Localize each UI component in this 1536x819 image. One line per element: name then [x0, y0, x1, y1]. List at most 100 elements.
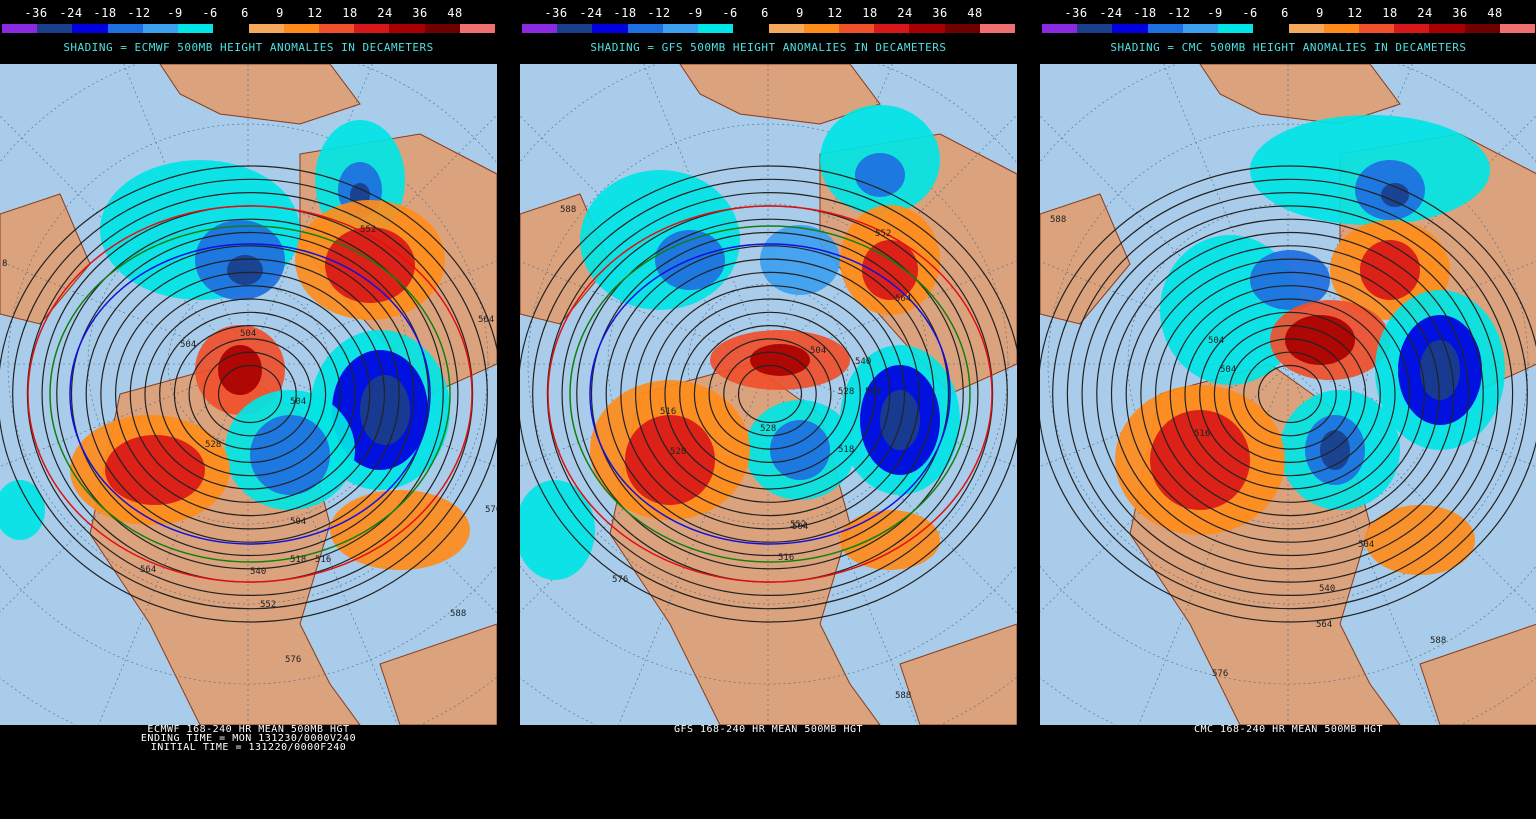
height-contour — [70, 231, 430, 557]
land-mass — [679, 64, 881, 125]
scale-label: -18 — [93, 6, 117, 20]
height-anomaly-shading — [1365, 505, 1475, 575]
graticule-parallel — [7, 123, 489, 605]
height-contour — [1243, 351, 1337, 437]
colorbar-swatch — [1429, 24, 1465, 33]
contour-label: 504 — [240, 329, 256, 339]
contour-label: 504 — [1358, 540, 1374, 550]
height-contour — [635, 271, 905, 517]
contour-label: 564 — [140, 565, 156, 575]
anomaly-colorbar — [522, 24, 1016, 33]
height-anomaly-shading — [227, 255, 263, 285]
height-contour — [576, 218, 964, 570]
scale-label: 18 — [862, 6, 878, 20]
height-anomaly-shading — [1250, 250, 1330, 310]
panel-footer: GFS 168-240 HR MEAN 500MB HGT — [520, 725, 1017, 819]
anomaly-scale-labels: -36 -24 -18 -12 -9 -6 6 9 12 18 24 36 48 — [520, 6, 1017, 20]
contour-label: 504 — [290, 517, 306, 527]
colorbar-swatch — [1288, 24, 1324, 33]
colorbar-swatch — [979, 24, 1016, 33]
contour-label: 588 — [560, 205, 576, 215]
colorbar-swatch — [874, 24, 910, 33]
colorbar-swatch — [1077, 24, 1113, 33]
height-anomaly-shading — [625, 415, 715, 505]
contour-label: 516 — [660, 407, 676, 417]
scale-label: 24 — [1417, 6, 1433, 20]
height-contour — [664, 298, 876, 490]
scale-label: 6 — [761, 6, 769, 20]
colorbar-swatch — [2, 24, 38, 33]
contour-label: 588 — [450, 609, 466, 619]
panel-footer: CMC 168-240 HR MEAN 500MB HGT — [1040, 725, 1536, 819]
height-anomaly-shading — [840, 510, 940, 570]
colorbar-swatch — [944, 24, 980, 33]
colorbar-swatch — [354, 24, 390, 33]
colorbar-swatch — [1218, 24, 1254, 33]
scale-label: 6 — [241, 6, 249, 20]
contour-576 — [547, 205, 993, 583]
height-contour — [129, 285, 371, 503]
colorbar-swatch — [1499, 24, 1536, 33]
scale-label: 9 — [276, 6, 284, 20]
scale-label: -6 — [1242, 6, 1258, 20]
contour-label: 552 — [875, 229, 891, 239]
contour-label: 540 — [855, 357, 871, 367]
colorbar-swatch — [424, 24, 460, 33]
ecmwf-panel: -36 -24 -18 -12 -9 -6 6 9 12 18 24 36 48 SHADING = E… — [0, 0, 497, 819]
height-contour — [1199, 311, 1381, 477]
height-contour — [532, 178, 1008, 610]
scale-label: 36 — [932, 6, 948, 20]
colorbar-swatch — [248, 24, 284, 33]
contour-label: 588 — [1430, 636, 1446, 646]
colorbar-swatch — [142, 24, 179, 33]
height-contour — [1257, 364, 1323, 424]
shading-title: SHADING = GFS 500MB HEIGHT ANOMALIES IN … — [590, 41, 947, 54]
contour-label: 504 — [792, 522, 808, 532]
height-contour — [737, 364, 803, 424]
contour-label: 564 — [478, 315, 494, 325]
scale-label: -9 — [1207, 6, 1223, 20]
height-contour — [520, 165, 1017, 623]
height-contour — [85, 245, 415, 543]
colorbar-swatch — [768, 24, 804, 33]
height-contour — [693, 325, 847, 464]
height-contour — [144, 298, 356, 490]
height-anomaly-shading — [760, 225, 840, 295]
scale-label: -18 — [613, 6, 637, 20]
contour-label: 504 — [1208, 336, 1224, 346]
scale-label: 12 — [307, 6, 323, 20]
scale-label: 36 — [412, 6, 428, 20]
contour-label: 518 — [290, 555, 306, 565]
scale-label: 12 — [827, 6, 843, 20]
land-mass — [1419, 623, 1536, 725]
contour-label: 564 — [865, 387, 881, 397]
contour-label: 564 — [895, 294, 911, 304]
height-contour — [217, 364, 283, 424]
contour-label: 528 — [670, 447, 686, 457]
height-anomaly-shading — [0, 480, 45, 540]
anomaly-colorbar — [2, 24, 496, 33]
height-contour — [649, 285, 891, 503]
scale-label: -24 — [59, 6, 83, 20]
height-contour — [1052, 178, 1528, 610]
scale-label: 9 — [1316, 6, 1324, 20]
height-anomaly-shading — [1285, 315, 1355, 365]
colorbar-swatch — [522, 24, 558, 33]
map-canvas: 588 552 564 504 540 528 528 516 528 552 564 504 516 5… — [520, 64, 1017, 725]
contour-528 — [69, 243, 431, 545]
contour-label: 516 — [315, 555, 331, 565]
height-anomaly-map: 588 552 564 504 540 528 528 516 528 552 564 504 516 5… — [520, 64, 1017, 725]
contour-label: 576 — [285, 655, 301, 665]
height-contour — [605, 245, 935, 543]
graticule-parallel — [1047, 123, 1529, 605]
height-contour — [590, 231, 950, 557]
scale-label: -36 — [544, 6, 568, 20]
map-canvas: 588 504 504 516 504 540 564 576 588 — [1040, 64, 1536, 725]
footer-line-1: CMC 168-240 HR MEAN 500MB HGT — [1193, 724, 1384, 735]
footer-line-2: ENDING TIME = MON 131230/0000V240 — [140, 733, 357, 744]
colorbar-swatch — [107, 24, 143, 33]
shading-title: SHADING = CMC 500MB HEIGHT ANOMALIES IN … — [1110, 41, 1467, 54]
height-anomaly-shading — [855, 153, 905, 197]
colorbar-swatch — [698, 24, 734, 33]
contour-label: 516 — [1194, 429, 1210, 439]
